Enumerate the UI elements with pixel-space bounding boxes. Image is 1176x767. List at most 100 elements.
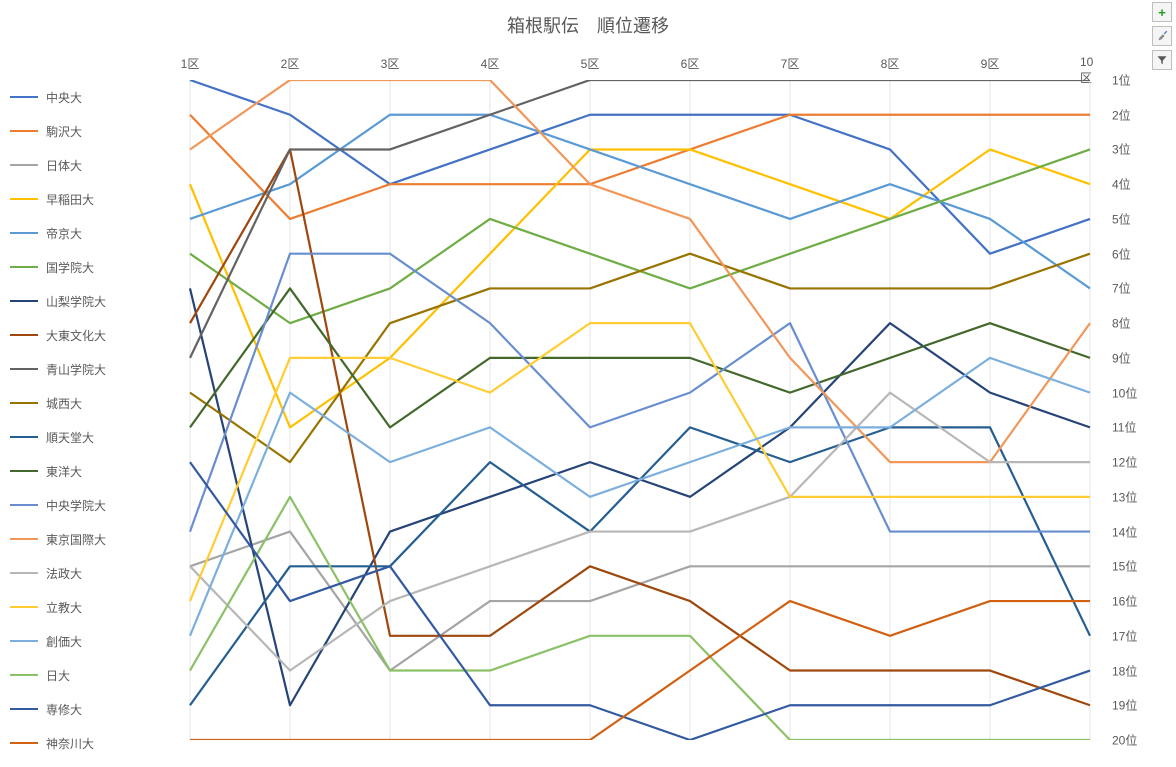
legend-label: 大東文化大	[46, 327, 106, 344]
y-tick-label: 4位	[1112, 176, 1131, 193]
y-tick-label: 8位	[1112, 315, 1131, 332]
x-tick-label: 9区	[981, 55, 1000, 72]
chart-area: 中央大駒沢大日体大早稲田大帝京大国学院大山梨学院大大東文化大青山学院大城西大順天…	[10, 50, 1140, 760]
y-tick-label: 7位	[1112, 280, 1131, 297]
legend-label: 山梨学院大	[46, 293, 106, 310]
legend: 中央大駒沢大日体大早稲田大帝京大国学院大山梨学院大大東文化大青山学院大城西大順天…	[10, 80, 160, 760]
legend-swatch	[10, 572, 38, 575]
legend-label: 青山学院大	[46, 361, 106, 378]
legend-swatch	[10, 436, 38, 439]
legend-swatch	[10, 164, 38, 167]
series-line[interactable]	[190, 532, 1090, 671]
legend-swatch	[10, 266, 38, 269]
y-tick-label: 3位	[1112, 141, 1131, 158]
legend-item[interactable]: 大東文化大	[10, 318, 160, 352]
legend-swatch	[10, 334, 38, 337]
legend-swatch	[10, 640, 38, 643]
y-tick-label: 1位	[1112, 72, 1131, 89]
legend-item[interactable]: 専修大	[10, 692, 160, 726]
y-axis-labels: 1位2位3位4位5位6位7位8位9位10位11位12位13位14位15位16位1…	[1112, 80, 1146, 740]
legend-swatch	[10, 504, 38, 507]
legend-swatch	[10, 300, 38, 303]
x-tick-label: 8区	[881, 55, 900, 72]
series-line[interactable]	[190, 497, 1090, 740]
legend-item[interactable]: 中央学院大	[10, 488, 160, 522]
chart-toolbar: +	[1152, 2, 1174, 74]
legend-swatch	[10, 232, 38, 235]
y-tick-label: 20位	[1112, 732, 1137, 749]
legend-item[interactable]: 帝京大	[10, 216, 160, 250]
legend-label: 日体大	[46, 157, 82, 174]
legend-label: 創価大	[46, 633, 82, 650]
chart-styles-button[interactable]	[1152, 26, 1172, 46]
legend-item[interactable]: 東京国際大	[10, 522, 160, 556]
y-tick-label: 12位	[1112, 454, 1137, 471]
plot-area: 1区2区3区4区5区6区7区8区9区10区 1位2位3位4位5位6位7位8位9位…	[170, 50, 1110, 760]
y-tick-label: 13位	[1112, 488, 1137, 505]
y-tick-label: 9位	[1112, 349, 1131, 366]
y-tick-label: 10位	[1112, 384, 1137, 401]
legend-swatch	[10, 538, 38, 541]
legend-label: 国学院大	[46, 259, 94, 276]
legend-swatch	[10, 130, 38, 133]
legend-item[interactable]: 城西大	[10, 386, 160, 420]
legend-label: 東京国際大	[46, 531, 106, 548]
series-line[interactable]	[190, 149, 1090, 323]
legend-swatch	[10, 470, 38, 473]
legend-swatch	[10, 742, 38, 745]
legend-item[interactable]: 日大	[10, 658, 160, 692]
x-tick-label: 4区	[481, 55, 500, 72]
x-tick-label: 3区	[381, 55, 400, 72]
y-tick-label: 6位	[1112, 245, 1131, 262]
x-tick-label: 6区	[681, 55, 700, 72]
legend-label: 駒沢大	[46, 123, 82, 140]
legend-label: 早稲田大	[46, 191, 94, 208]
legend-swatch	[10, 606, 38, 609]
legend-item[interactable]: 日体大	[10, 148, 160, 182]
legend-item[interactable]: 順天堂大	[10, 420, 160, 454]
legend-item[interactable]: 国学院大	[10, 250, 160, 284]
y-tick-label: 2位	[1112, 106, 1131, 123]
legend-item[interactable]: 中央大	[10, 80, 160, 114]
add-chart-element-button[interactable]: +	[1152, 2, 1172, 22]
legend-item[interactable]: 青山学院大	[10, 352, 160, 386]
chart-title: 箱根駅伝 順位遷移	[0, 0, 1176, 38]
legend-label: 法政大	[46, 565, 82, 582]
chart-filter-button[interactable]	[1152, 50, 1172, 70]
legend-swatch	[10, 402, 38, 405]
legend-label: 立教大	[46, 599, 82, 616]
legend-swatch	[10, 198, 38, 201]
y-tick-label: 18位	[1112, 662, 1137, 679]
legend-label: 神奈川大	[46, 735, 94, 752]
legend-item[interactable]: 駒沢大	[10, 114, 160, 148]
x-tick-label: 1区	[181, 55, 200, 72]
x-tick-label: 2区	[281, 55, 300, 72]
legend-item[interactable]: 早稲田大	[10, 182, 160, 216]
legend-item[interactable]: 山梨学院大	[10, 284, 160, 318]
legend-item[interactable]: 東洋大	[10, 454, 160, 488]
legend-label: 東洋大	[46, 463, 82, 480]
y-tick-label: 19位	[1112, 697, 1137, 714]
brush-icon	[1155, 29, 1169, 43]
legend-label: 城西大	[46, 395, 82, 412]
legend-item[interactable]: 創価大	[10, 624, 160, 658]
legend-item[interactable]: 立教大	[10, 590, 160, 624]
legend-label: 中央学院大	[46, 497, 106, 514]
x-tick-label: 7区	[781, 55, 800, 72]
series-line[interactable]	[190, 462, 1090, 740]
series-line[interactable]	[190, 254, 1090, 532]
x-tick-label: 5区	[581, 55, 600, 72]
legend-item[interactable]: 法政大	[10, 556, 160, 590]
legend-label: 順天堂大	[46, 429, 94, 446]
legend-label: 日大	[46, 667, 70, 684]
line-plot	[170, 80, 1110, 740]
x-axis-labels: 1区2区3区4区5区6区7区8区9区10区	[170, 55, 1110, 75]
legend-swatch	[10, 368, 38, 371]
y-tick-label: 5位	[1112, 210, 1131, 227]
y-tick-label: 14位	[1112, 523, 1137, 540]
legend-swatch	[10, 674, 38, 677]
y-tick-label: 16位	[1112, 593, 1137, 610]
legend-item[interactable]: 神奈川大	[10, 726, 160, 760]
legend-swatch	[10, 96, 38, 99]
y-tick-label: 11位	[1112, 419, 1136, 436]
